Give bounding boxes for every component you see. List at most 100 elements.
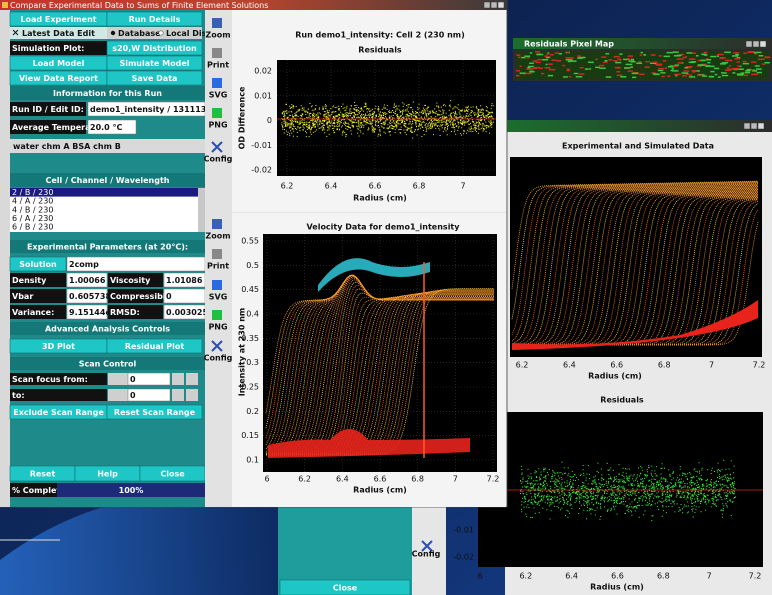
residual-point	[632, 501, 633, 502]
residual-point	[525, 499, 526, 500]
pixel-map-cell	[641, 52, 644, 54]
residual-point	[571, 508, 572, 509]
toolbar-label[interactable]: Config	[204, 354, 233, 363]
toolbar-label[interactable]: PNG	[208, 323, 227, 332]
spin-arrows[interactable]	[108, 373, 118, 385]
icon[interactable]	[212, 48, 222, 58]
window-button[interactable]	[491, 2, 497, 8]
field-value-text[interactable]: 2comp	[69, 260, 99, 269]
residual-point	[602, 495, 603, 496]
toolbar-label[interactable]: Zoom	[205, 31, 230, 40]
window-button[interactable]	[746, 41, 752, 47]
spin-arrows[interactable]	[186, 373, 198, 385]
spin-arrows[interactable]	[118, 373, 128, 385]
field-value-text[interactable]: 20.0 °C	[90, 123, 123, 132]
residual-point	[393, 118, 394, 119]
residual-point	[647, 469, 648, 470]
field-value-text[interactable]: 0	[130, 391, 136, 400]
residual-point	[666, 512, 667, 513]
toolbar-label[interactable]: Config	[412, 550, 441, 559]
list-item[interactable]: 6 / B / 230	[12, 223, 53, 232]
icon[interactable]	[212, 18, 222, 28]
toolbar-label[interactable]: Print	[207, 262, 229, 271]
toolbar-label[interactable]: SVG	[209, 91, 228, 100]
residual-point	[577, 498, 578, 499]
icon[interactable]	[212, 249, 222, 259]
spin-arrows[interactable]	[118, 389, 128, 401]
residual-point	[619, 481, 620, 482]
toolbar-label[interactable]: Config	[204, 155, 233, 164]
field-value-text[interactable]: 1.00066	[69, 276, 106, 285]
residual-point	[672, 473, 673, 474]
window-button[interactable]	[758, 123, 764, 129]
window-button[interactable]	[498, 2, 504, 8]
button-label[interactable]: View Data Report	[19, 74, 98, 83]
window-button[interactable]	[744, 123, 750, 129]
button-label[interactable]: Close	[160, 470, 185, 479]
button-label[interactable]: Exclude Scan Range	[13, 408, 104, 417]
residual-point	[444, 121, 445, 122]
spin-arrows[interactable]	[172, 373, 184, 385]
field-value-text[interactable]: 0.605738	[69, 292, 111, 301]
spin-arrows[interactable]	[172, 389, 184, 401]
button-label[interactable]: Residual Plot	[125, 342, 185, 351]
residual-point	[585, 501, 586, 502]
button-label[interactable]: Help	[97, 470, 118, 479]
scrollbar[interactable]	[198, 188, 205, 232]
radio-label[interactable]: Database	[118, 29, 161, 38]
button-label[interactable]: Solution	[19, 260, 57, 269]
residual-point	[292, 106, 293, 107]
residual-point	[719, 474, 720, 475]
residual-point	[313, 125, 314, 126]
toolbar-label[interactable]: Zoom	[205, 232, 230, 241]
field-value-text[interactable]: 1.01086	[166, 276, 203, 285]
residual-point	[359, 124, 360, 125]
icon[interactable]	[212, 78, 222, 88]
button-label[interactable]: Close	[333, 584, 358, 593]
residual-point	[358, 112, 359, 113]
window-button[interactable]	[760, 41, 766, 47]
residual-point	[324, 120, 325, 121]
field-value-text[interactable]: 0	[166, 292, 172, 301]
residual-point	[530, 491, 531, 492]
residual-point	[631, 506, 632, 507]
field-value-text[interactable]: 0	[130, 375, 136, 384]
icon[interactable]	[212, 108, 222, 118]
residual-point	[407, 127, 408, 128]
toolbar-label[interactable]: SVG	[209, 293, 228, 302]
residual-point	[619, 486, 620, 487]
toolbar-label[interactable]: PNG	[208, 121, 227, 130]
icon[interactable]	[212, 219, 222, 229]
residual-point	[531, 477, 532, 478]
toolbar-label[interactable]: Print	[207, 61, 229, 70]
button-label[interactable]: Simulate Model	[119, 59, 189, 68]
button-label[interactable]: Run Details	[129, 15, 181, 24]
residual-point	[538, 468, 539, 469]
residual-point	[344, 132, 345, 133]
button-label[interactable]: Reset	[30, 470, 56, 479]
icon[interactable]	[212, 310, 222, 320]
button-label[interactable]: Load Experiment	[20, 15, 96, 24]
residual-point	[416, 126, 417, 127]
residual-point	[687, 486, 688, 487]
icon[interactable]	[212, 280, 222, 290]
button-label[interactable]: Load Model	[33, 59, 85, 68]
button-label[interactable]: Save Data	[132, 74, 178, 83]
residual-point	[665, 481, 666, 482]
residual-point	[466, 116, 467, 117]
residual-point	[464, 123, 465, 124]
button-label[interactable]: Reset Scan Range	[114, 408, 196, 417]
residual-point	[396, 110, 397, 111]
radio	[111, 31, 115, 35]
spin-arrows[interactable]	[108, 389, 118, 401]
residual-point	[291, 104, 292, 105]
residual-point	[628, 511, 629, 512]
window-button[interactable]	[751, 123, 757, 129]
residual-point	[394, 105, 395, 106]
checkbox-label[interactable]: Latest Data Edit	[22, 29, 95, 38]
window-button[interactable]	[484, 2, 490, 8]
button-label[interactable]: 3D Plot	[42, 342, 75, 351]
window-button[interactable]	[753, 41, 759, 47]
spin-arrows[interactable]	[186, 389, 198, 401]
button-label[interactable]: s20,W Distribution	[112, 44, 197, 53]
